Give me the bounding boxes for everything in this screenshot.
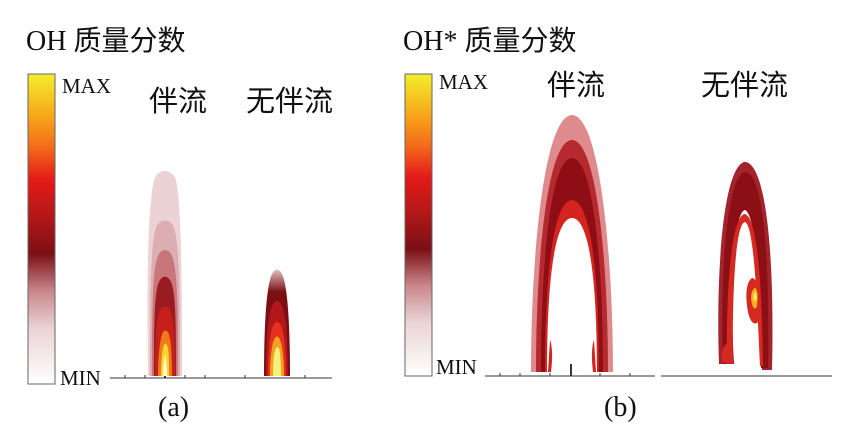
- colorbar-a: [27, 73, 56, 385]
- panel-a-title: OH 质量分数: [26, 26, 186, 57]
- panel-a-nocoflow-label: 无伴流: [246, 86, 334, 118]
- axis-a: [110, 368, 332, 379]
- colorbar-b-max-label: MAX: [439, 70, 489, 94]
- panel-a-caption: (a): [158, 392, 190, 423]
- panel-b-nocoflow-label: 无伴流: [701, 70, 789, 102]
- flame-a-coflow: [147, 171, 182, 376]
- colorbar-a-max-label: MAX: [62, 74, 112, 98]
- colorbar-b-min-label: MIN: [436, 355, 477, 379]
- panel-b-title: OH* 质量分数: [403, 26, 577, 57]
- flame-a-nocoflow: [260, 262, 294, 376]
- flame-b-nocoflow: [718, 161, 773, 370]
- panel-a-coflow-label: 伴流: [149, 86, 208, 118]
- panel-b-coflow-label: 伴流: [547, 70, 606, 102]
- colorbar-b: [404, 73, 433, 377]
- panel-b-caption: (b): [604, 392, 637, 423]
- axis-b: [485, 364, 832, 377]
- colorbar-a-min-label: MIN: [60, 366, 101, 390]
- flame-b-coflow: [531, 115, 613, 372]
